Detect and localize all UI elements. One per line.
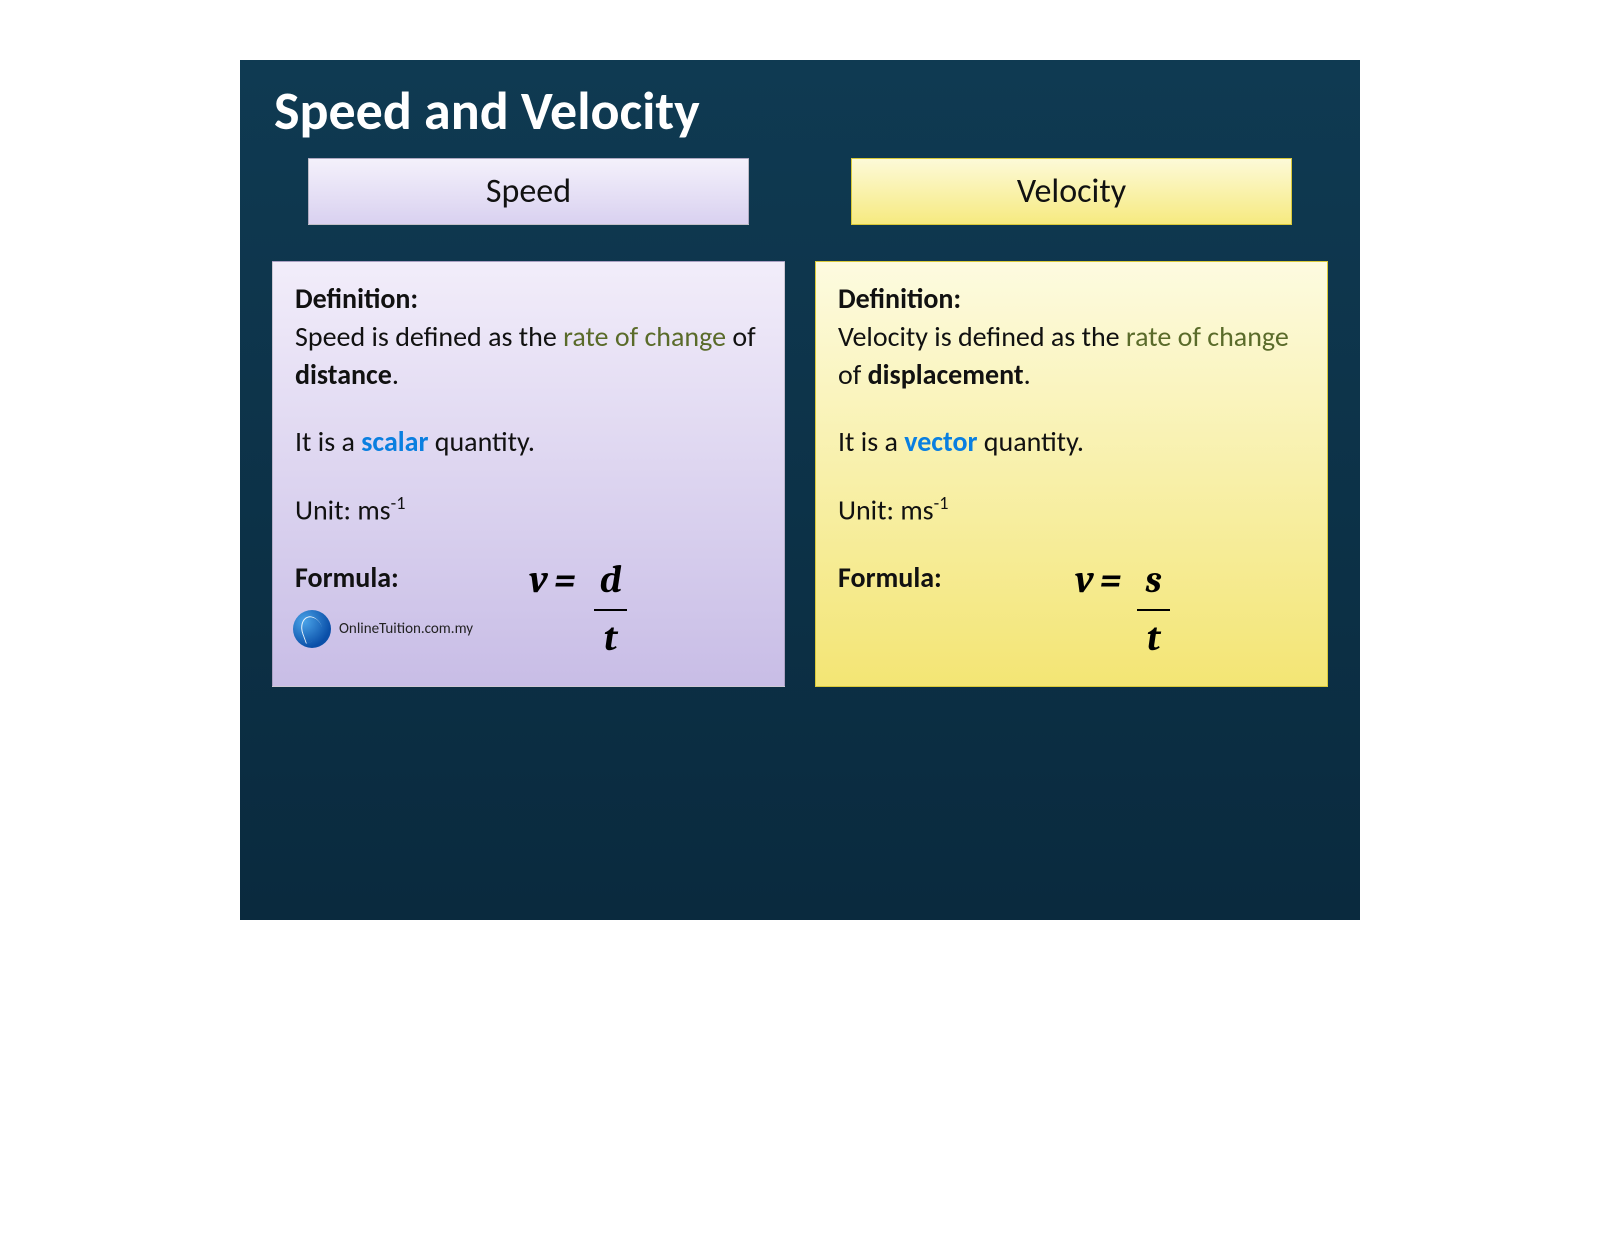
quantity-type: scalar (361, 424, 428, 459)
velocity-formula-row: Formula: v = s t (838, 559, 1305, 664)
formula-eq: = (554, 555, 576, 664)
velocity-header: Velocity (851, 158, 1292, 225)
speed-unit: Unit: ms-1 (295, 491, 762, 529)
quantity-pre: It is a (295, 424, 361, 459)
quantity-post: quantity. (428, 424, 535, 459)
formula-numerator: d (590, 555, 632, 608)
quantity-post: quantity. (977, 424, 1084, 459)
velocity-definition: Definition: Velocity is defined as the r… (838, 280, 1305, 393)
velocity-quantity: It is a vector quantity. (838, 423, 1305, 461)
formula-fraction: d t (590, 555, 632, 664)
unit-value: ms (357, 493, 390, 528)
definition-text-pre: Velocity is defined as the (838, 319, 1126, 354)
formula-fraction: s t (1135, 555, 1171, 664)
quantity-type: vector (904, 424, 977, 459)
velocity-content: Definition: Velocity is defined as the r… (815, 261, 1328, 687)
formula-numerator: s (1135, 555, 1171, 608)
velocity-column: Velocity Definition: Velocity is defined… (815, 158, 1328, 687)
unit-exponent: -1 (391, 492, 406, 514)
attribution: OnlineTuition.com.my (293, 610, 473, 648)
definition-text-post: . (392, 357, 399, 392)
formula-lhs: v (529, 555, 548, 664)
definition-text-pre: Speed is defined as the (295, 319, 563, 354)
formula-denominator: t (594, 609, 627, 664)
speed-column: Speed Definition: Speed is defined as th… (272, 158, 785, 687)
unit-label: Unit: (838, 493, 900, 528)
slide: Speed and Velocity Speed Definition: Spe… (240, 60, 1360, 920)
unit-exponent: -1 (934, 492, 949, 514)
slide-title: Speed and Velocity (268, 78, 1332, 144)
definition-text-mid: of (838, 357, 868, 392)
definition-rate: rate of change (563, 319, 726, 354)
speed-quantity: It is a scalar quantity. (295, 423, 762, 461)
definition-bold: distance (295, 357, 392, 392)
columns: Speed Definition: Speed is defined as th… (268, 158, 1332, 687)
logo-icon (293, 610, 331, 648)
definition-text-mid: of (726, 319, 756, 354)
formula-label: Formula: (838, 559, 942, 597)
definition-text-post: . (1024, 357, 1031, 392)
formula-eq: = (1100, 555, 1122, 664)
quantity-pre: It is a (838, 424, 904, 459)
formula-lhs: v (1075, 555, 1094, 664)
definition-bold: displacement (868, 357, 1024, 392)
definition-label: Definition: (838, 281, 961, 316)
definition-rate: rate of change (1126, 319, 1289, 354)
formula-label: Formula: (295, 559, 399, 597)
unit-value: ms (900, 493, 933, 528)
definition-label: Definition: (295, 281, 418, 316)
formula-denominator: t (1137, 609, 1170, 664)
attribution-text: OnlineTuition.com.my (339, 619, 473, 639)
speed-header: Speed (308, 158, 749, 225)
speed-definition: Definition: Speed is defined as the rate… (295, 280, 762, 393)
velocity-unit: Unit: ms-1 (838, 491, 1305, 529)
unit-label: Unit: (295, 493, 357, 528)
speed-content: Definition: Speed is defined as the rate… (272, 261, 785, 687)
velocity-formula: v = s t (942, 555, 1305, 664)
